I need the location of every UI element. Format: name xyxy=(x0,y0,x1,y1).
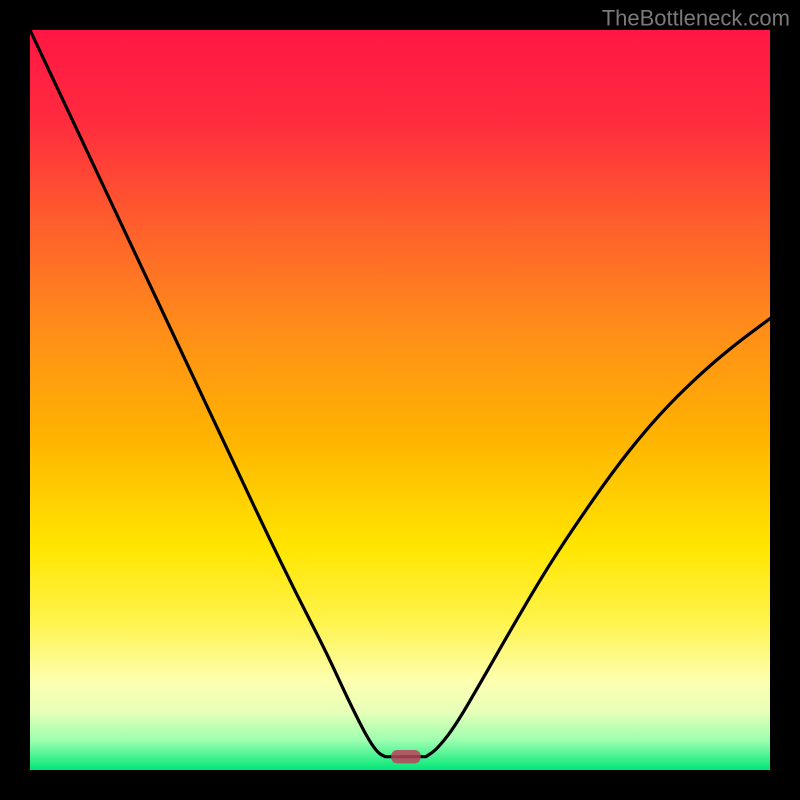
plot-gradient-background xyxy=(30,30,770,770)
watermark-text: TheBottleneck.com xyxy=(602,6,790,31)
optimal-point-marker xyxy=(391,750,421,763)
chart-container: TheBottleneck.com xyxy=(0,0,800,800)
v-curve-chart: TheBottleneck.com xyxy=(0,0,800,800)
